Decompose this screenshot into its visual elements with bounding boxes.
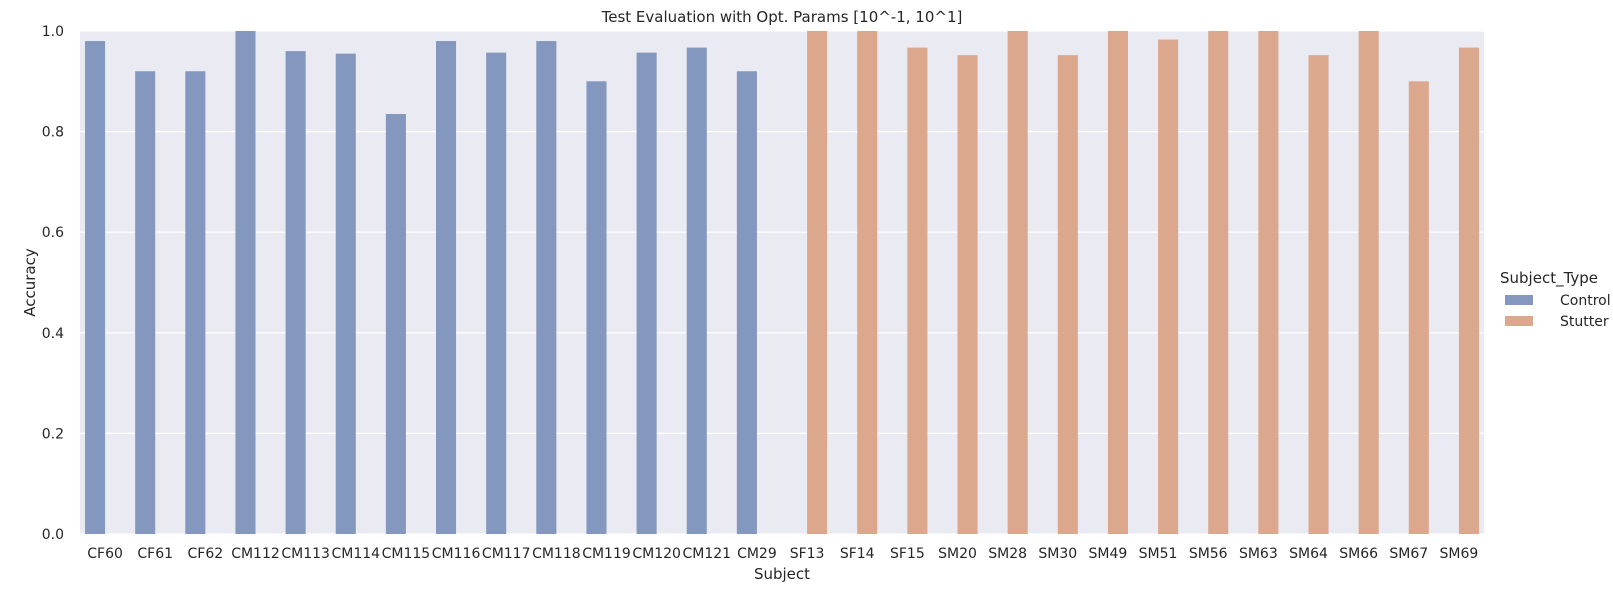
- legend-swatch-stutter: [1505, 316, 1533, 326]
- bar-CF60: [85, 41, 106, 535]
- y-tick-label: 0.8: [42, 125, 64, 141]
- x-tick-label: SM30: [1038, 546, 1077, 562]
- bar-SM69: [1458, 47, 1479, 534]
- x-tick-label: CF60: [87, 546, 123, 562]
- x-tick-label: SM67: [1389, 546, 1428, 562]
- bar-CM119: [586, 81, 607, 535]
- y-axis-title: Accuracy: [21, 248, 39, 317]
- bar-SM56: [1208, 31, 1229, 534]
- y-axis-ticks: 0.0 0.2 0.4 0.6 0.8 1.0: [42, 24, 64, 543]
- bar-SM63: [1258, 31, 1279, 534]
- bar-CM118: [536, 41, 557, 535]
- x-tick-label: CF61: [137, 546, 173, 562]
- bar-CM113: [285, 51, 306, 535]
- x-tick-label: CM112: [231, 546, 280, 562]
- bar-SM49: [1107, 31, 1128, 534]
- x-tick-label: SF13: [790, 546, 825, 562]
- plot-area: [80, 31, 1484, 534]
- x-tick-label: SM69: [1440, 546, 1479, 562]
- legend-title: Subject_Type: [1500, 269, 1598, 288]
- legend-label-control: Control: [1560, 293, 1611, 309]
- bar-CM121: [686, 47, 707, 534]
- x-tick-label: CF62: [188, 546, 224, 562]
- x-tick-label: CM120: [632, 546, 681, 562]
- y-tick-label: 0.4: [42, 326, 64, 342]
- y-tick-label: 0.2: [42, 426, 64, 442]
- x-tick-label: CM121: [682, 546, 731, 562]
- bar-CM115: [385, 113, 406, 535]
- bar-SM30: [1057, 55, 1078, 534]
- x-tick-label: CM114: [331, 546, 380, 562]
- x-tick-label: CM115: [382, 546, 431, 562]
- x-tick-label: CM116: [432, 546, 481, 562]
- x-tick-label: CM113: [281, 546, 330, 562]
- x-tick-label: SM56: [1189, 546, 1228, 562]
- x-tick-label: SM51: [1139, 546, 1178, 562]
- x-tick-label: SM49: [1089, 546, 1128, 562]
- bar-SF13: [807, 31, 828, 534]
- bar-CF61: [135, 71, 156, 535]
- x-axis-title: Subject: [754, 565, 810, 583]
- bar-CM117: [486, 52, 507, 535]
- x-tick-label: SF14: [840, 546, 875, 562]
- x-tick-label: SM63: [1239, 546, 1278, 562]
- x-tick-label: SM64: [1289, 546, 1328, 562]
- x-tick-label: CM29: [737, 546, 777, 562]
- bar-SM66: [1358, 31, 1379, 534]
- bar-CM112: [235, 31, 256, 534]
- bar-CM120: [636, 52, 657, 535]
- y-tick-label: 1.0: [42, 24, 64, 40]
- x-tick-label: SM66: [1339, 546, 1378, 562]
- legend-swatch-control: [1505, 295, 1533, 305]
- legend: Subject_Type Control Stutter: [1500, 269, 1611, 330]
- bar-SM51: [1158, 39, 1179, 535]
- bar-SM20: [957, 55, 978, 534]
- x-axis-ticks: CF60 CF61 CF62 CM112 CM113 CM114 CM115 CM116 CM1…: [87, 546, 1478, 562]
- x-tick-label: SF15: [890, 546, 925, 562]
- bar-CM29: [736, 71, 757, 535]
- chart-title: Test Evaluation with Opt. Params [10^-1,…: [601, 8, 963, 26]
- bar-SM64: [1308, 55, 1329, 534]
- grid-lines: [80, 30, 1484, 535]
- x-tick-label: SM20: [938, 546, 977, 562]
- legend-label-stutter: Stutter: [1560, 314, 1609, 330]
- bar-CM116: [436, 41, 457, 535]
- bar-CM114: [335, 53, 356, 534]
- bar-CF62: [185, 71, 206, 535]
- bars: [85, 31, 1479, 535]
- x-tick-label: CM118: [532, 546, 581, 562]
- bar-SM28: [1007, 31, 1028, 534]
- x-tick-label: CM117: [482, 546, 531, 562]
- bar-SF15: [907, 47, 928, 534]
- x-tick-label: CM119: [582, 546, 631, 562]
- bar-SF14: [857, 31, 878, 534]
- x-tick-label: SM28: [988, 546, 1027, 562]
- bar-SM67: [1408, 81, 1429, 535]
- y-tick-label: 0.6: [42, 225, 64, 241]
- y-tick-label: 0.0: [42, 527, 64, 543]
